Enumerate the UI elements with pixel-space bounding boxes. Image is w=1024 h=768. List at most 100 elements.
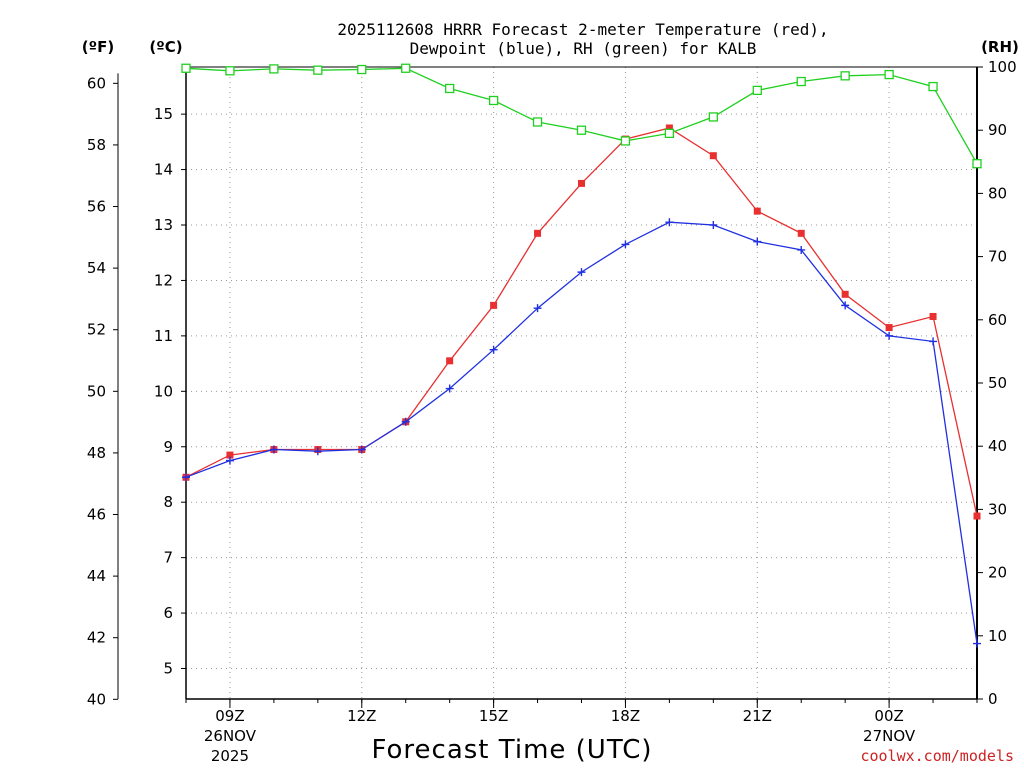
time-tick-label: 00Z (874, 707, 903, 725)
rh-tick-label: 0 (988, 690, 998, 708)
date-tick-label: 26NOV (204, 727, 257, 745)
dewpoint-point (885, 331, 894, 340)
dewpoint-point (401, 417, 410, 426)
fahrenheit-unit-label: (ºF) (82, 38, 114, 56)
rh-unit-label: (RH) (981, 38, 1019, 56)
rh-point (664, 128, 675, 139)
celsius-tick-label: 13 (154, 216, 173, 234)
rh-point (269, 64, 279, 74)
fahrenheit-tick-label: 44 (87, 567, 106, 585)
dewpoint-point (533, 304, 542, 313)
celsius-tick-label: 10 (154, 382, 173, 400)
rh-tick-label: 100 (988, 58, 1017, 76)
dewpoint-point (753, 237, 762, 246)
credit-text: coolwx.com/models (860, 747, 1014, 765)
temperature-point (973, 512, 981, 520)
time-tick-label: 18Z (611, 707, 640, 725)
dewpoint-line (185, 221, 978, 644)
rh-tick-label: 10 (988, 627, 1007, 645)
dewpoint-point (182, 473, 190, 482)
celsius-tick-label: 7 (163, 549, 173, 567)
fahrenheit-tick-label: 52 (87, 321, 106, 339)
rh-point (445, 83, 455, 94)
rh-tick-label: 90 (988, 121, 1007, 139)
celsius-tick-label: 6 (163, 604, 173, 622)
dewpoint-point (313, 447, 322, 456)
x-axis-label: Forecast Time (UTC) (371, 735, 652, 765)
rh-point (488, 95, 499, 106)
rh-point (752, 85, 762, 96)
fahrenheit-tick-label: 42 (87, 629, 106, 647)
dewpoint-point (841, 301, 850, 310)
temperature-point (753, 207, 761, 215)
time-tick-label: 15Z (479, 707, 508, 725)
dewpoint-point (709, 221, 718, 229)
dewpoint-point (577, 268, 586, 277)
fahrenheit-tick-label: 60 (87, 74, 106, 92)
fahrenheit-tick-label: 40 (87, 690, 106, 708)
temperature-point (665, 124, 673, 132)
rh-point (357, 64, 367, 75)
rh-point (884, 69, 894, 80)
rh-tick-label: 80 (988, 184, 1007, 202)
date-tick-label: 27NOV (863, 727, 916, 745)
celsius-unit-label: (ºC) (149, 38, 182, 56)
celsius-tick-label: 12 (154, 271, 173, 289)
rh-tick-label: 60 (988, 311, 1007, 329)
fahrenheit-tick-label: 56 (87, 198, 106, 216)
dewpoint-point (445, 384, 454, 393)
rh-tick-label: 30 (988, 500, 1007, 518)
celsius-tick-label: 8 (163, 493, 173, 511)
celsius-tick-label: 14 (154, 161, 173, 179)
rh-point (972, 159, 982, 169)
temperature-point (885, 324, 893, 332)
fahrenheit-axis: 40 42 44 46 48 50 52 54 56 58 60 (87, 73, 119, 708)
fahrenheit-tick-label: 50 (87, 382, 106, 400)
celsius-axis: 5 6 7 8 9 10 11 12 13 14 15 (154, 105, 186, 678)
chart-title-line2: Dewpoint (blue), RH (green) for KALB (410, 39, 757, 58)
celsius-tick-label: 9 (163, 438, 173, 456)
rh-tick-label: 50 (988, 374, 1007, 392)
celsius-tick-label: 15 (154, 105, 173, 123)
dewpoint-point (621, 240, 630, 249)
dewpoint-point (357, 445, 366, 454)
celsius-tick-label: 5 (163, 660, 173, 678)
rh-point (708, 112, 718, 122)
series-temperature (182, 124, 981, 520)
series-group (181, 63, 982, 648)
rh-point (181, 63, 191, 73)
time-tick-label: 09Z (215, 707, 244, 725)
rh-point (401, 63, 411, 73)
fahrenheit-tick-label: 58 (87, 136, 106, 154)
fahrenheit-tick-label: 48 (87, 444, 106, 462)
dewpoint-point (665, 218, 674, 227)
dewpoint-point (225, 456, 234, 465)
rh-point (840, 71, 850, 81)
rh-point (796, 76, 806, 87)
temperature-point (578, 179, 585, 187)
dewpoint-point (489, 345, 498, 354)
time-tick-label: 21Z (743, 707, 772, 725)
rh-tick-label: 70 (988, 248, 1007, 266)
time-axis: 09Z 26NOV 2025 12Z 15Z 18Z 21Z 00Z 27NOV (185, 699, 978, 765)
rh-point (532, 117, 543, 127)
year-tick-label: 2025 (211, 747, 249, 765)
temperature-point (841, 290, 849, 298)
rh-line (185, 67, 978, 165)
series-rh (181, 63, 982, 169)
temperature-point (446, 357, 454, 365)
grid-lines (186, 67, 977, 699)
dewpoint-point (973, 639, 981, 648)
temperature-point (534, 229, 542, 237)
rh-point (313, 65, 323, 75)
dewpoint-point (797, 245, 806, 254)
rh-point (576, 125, 587, 135)
rh-axis: 0 10 20 30 40 50 60 70 80 90 100 (977, 58, 1017, 708)
rh-point (620, 136, 631, 146)
rh-tick-label: 40 (988, 437, 1007, 455)
rh-point (928, 81, 938, 92)
chart-title-line1: 2025112608 HRRR Forecast 2-meter Tempera… (337, 20, 828, 39)
time-tick-label: 12Z (347, 707, 376, 725)
temperature-point (797, 229, 805, 237)
